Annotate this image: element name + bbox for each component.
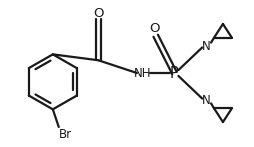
Text: P: P: [169, 66, 178, 81]
Text: O: O: [93, 7, 103, 20]
Text: N: N: [201, 94, 210, 107]
Text: NH: NH: [134, 67, 151, 81]
Text: N: N: [201, 40, 210, 53]
Text: O: O: [149, 22, 159, 35]
Text: Br: Br: [59, 128, 72, 141]
